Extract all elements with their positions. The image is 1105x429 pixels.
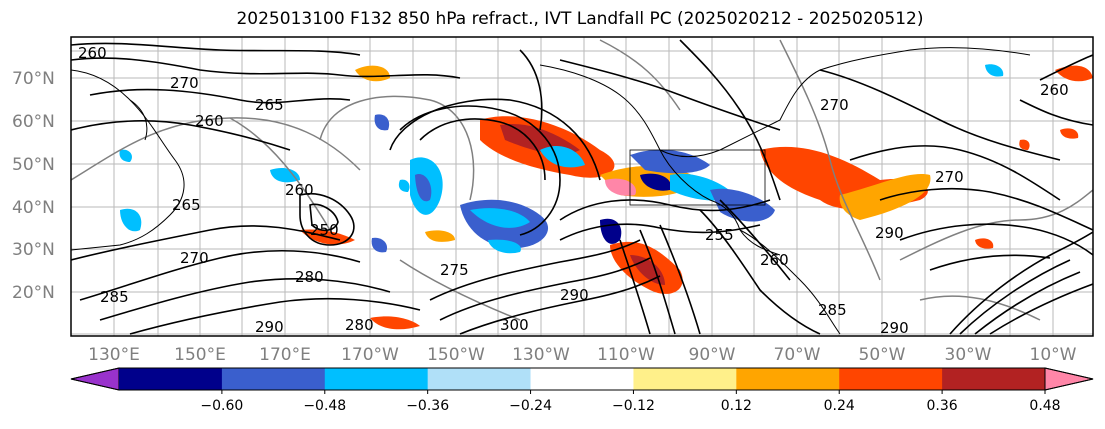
colorbar-tick-label: 0.36	[927, 398, 958, 414]
colorbar-tick-label: −0.48	[303, 398, 346, 414]
lat-label: 40°N	[12, 198, 55, 218]
lat-label: 60°N	[12, 112, 55, 132]
lon-label: 70°W	[774, 345, 821, 365]
lon-label: 130°W	[512, 345, 570, 365]
contour-label: 260	[760, 251, 789, 269]
contour-label: 290	[880, 319, 909, 337]
contour-label: 280	[295, 268, 324, 286]
contour-label: 285	[818, 301, 847, 319]
lon-label: 150°W	[427, 345, 485, 365]
contour-label: 280	[345, 316, 374, 334]
map-title: 2025013100 F132 850 hPa refract., IVT La…	[236, 9, 924, 29]
contour-label: 260	[285, 181, 314, 199]
colorbar-swatch	[324, 368, 429, 390]
colorbar-swatch	[530, 368, 634, 390]
contour-label: 255	[705, 226, 734, 244]
colorbar-tick-label: −0.60	[200, 398, 243, 414]
graticule	[71, 37, 1093, 336]
map-plot-area	[71, 37, 1093, 336]
lat-label: 20°N	[12, 283, 55, 303]
gray-contours	[71, 39, 1093, 321]
lat-label: 30°N	[12, 240, 55, 260]
colorbar-extension-high	[1044, 367, 1094, 391]
lon-label: 130°E	[88, 345, 140, 365]
colorbar-swatch	[942, 368, 1046, 390]
plot-frame	[70, 36, 1094, 337]
colorbar-tick-label: 0.24	[824, 398, 855, 414]
colorbar-tick-label: −0.24	[509, 398, 552, 414]
colorbar-swatch	[839, 368, 943, 390]
colorbar-tick-label: 0.48	[1029, 398, 1060, 414]
contour-label: 265	[255, 96, 284, 114]
contour-label: 250	[310, 221, 339, 239]
colorbar-swatch	[427, 368, 532, 390]
lon-label: 90°W	[689, 345, 736, 365]
colorbar-swatch	[119, 368, 223, 390]
lon-label: 10°W	[1030, 345, 1077, 365]
lon-label: 110°W	[597, 345, 655, 365]
colorbar-tick-label: 0.12	[721, 398, 752, 414]
longitude-labels: 130°E 150°E 170°E 170°W 150°W 130°W 110°…	[88, 345, 1077, 365]
black-contours	[71, 39, 1093, 335]
contour-label: 300	[500, 316, 529, 334]
colorbar-swatch	[736, 368, 840, 390]
contour-label: 275	[440, 261, 469, 279]
colorbar-swatch	[633, 368, 737, 390]
contour-label: 270	[935, 168, 964, 186]
lat-label: 70°N	[12, 69, 55, 89]
contour-label: 290	[875, 224, 904, 242]
contour-label: 260	[78, 44, 107, 62]
coastlines	[71, 47, 1031, 335]
colorbar: −0.60 −0.48 −0.36 −0.24 −0.12 0.12 0.24 0.36 0.4…	[70, 367, 1094, 414]
lon-label: 150°E	[174, 345, 226, 365]
latitude-labels: 70°N 60°N 50°N 40°N 30°N 20°N	[12, 69, 55, 303]
colorbar-swatch	[221, 368, 326, 390]
lon-label: 170°W	[341, 345, 399, 365]
contour-label: 270	[180, 249, 209, 267]
contour-label: 290	[255, 318, 284, 336]
lon-label: 170°E	[259, 345, 311, 365]
contour-label: 270	[820, 96, 849, 114]
lon-label: 50°W	[859, 345, 906, 365]
colorbar-tick-label: −0.12	[612, 398, 655, 414]
contour-label: 260	[1040, 81, 1069, 99]
contour-label: 265	[172, 196, 201, 214]
lon-label: 30°W	[945, 345, 992, 365]
contour-label: 290	[560, 286, 589, 304]
colorbar-frame	[70, 367, 1094, 391]
contour-label: 260	[195, 112, 224, 130]
contour-label: 270	[170, 74, 199, 92]
colorbar-extension-low	[70, 367, 120, 391]
lat-label: 50°N	[12, 155, 55, 175]
contour-label: 285	[100, 288, 129, 306]
contour-labels: 260 270 265 260 260 265 250 270 280 285 …	[78, 44, 1069, 337]
colorbar-tick-label: −0.36	[406, 398, 449, 414]
